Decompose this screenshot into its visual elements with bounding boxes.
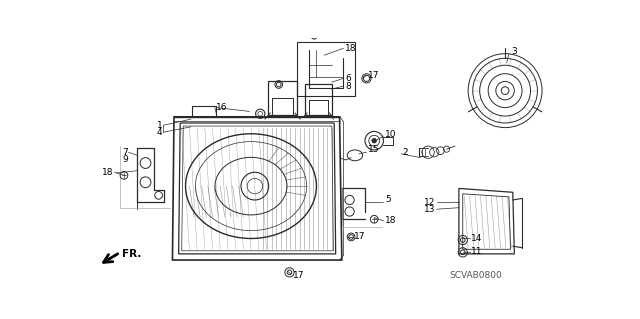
Text: 7: 7 bbox=[122, 148, 128, 157]
Text: FR.: FR. bbox=[122, 249, 142, 259]
FancyArrowPatch shape bbox=[104, 254, 118, 263]
Text: 12: 12 bbox=[424, 198, 436, 207]
Text: 13: 13 bbox=[424, 205, 436, 214]
Text: 6: 6 bbox=[345, 74, 351, 83]
Text: 18: 18 bbox=[385, 216, 397, 225]
Text: 17: 17 bbox=[354, 233, 365, 241]
Text: SCVAB0800: SCVAB0800 bbox=[450, 271, 502, 280]
Bar bbox=[305, 85, 332, 115]
Text: 4: 4 bbox=[157, 128, 163, 137]
Circle shape bbox=[372, 138, 376, 143]
Bar bbox=[297, 42, 355, 96]
Text: 15: 15 bbox=[368, 145, 380, 154]
Text: 2: 2 bbox=[403, 148, 408, 157]
Text: 8: 8 bbox=[345, 82, 351, 91]
Text: 17: 17 bbox=[292, 271, 304, 280]
Text: 18: 18 bbox=[102, 168, 114, 177]
Text: 16: 16 bbox=[216, 103, 228, 112]
Text: 1: 1 bbox=[157, 121, 163, 130]
Text: 5: 5 bbox=[385, 196, 391, 204]
Text: 10: 10 bbox=[385, 130, 397, 139]
Text: 14: 14 bbox=[471, 234, 483, 243]
Text: 18: 18 bbox=[345, 44, 356, 53]
Text: 11: 11 bbox=[471, 247, 483, 256]
Bar bbox=[268, 81, 297, 115]
Text: 3: 3 bbox=[511, 47, 517, 56]
Text: 9: 9 bbox=[122, 155, 128, 164]
Text: 17: 17 bbox=[368, 71, 380, 80]
